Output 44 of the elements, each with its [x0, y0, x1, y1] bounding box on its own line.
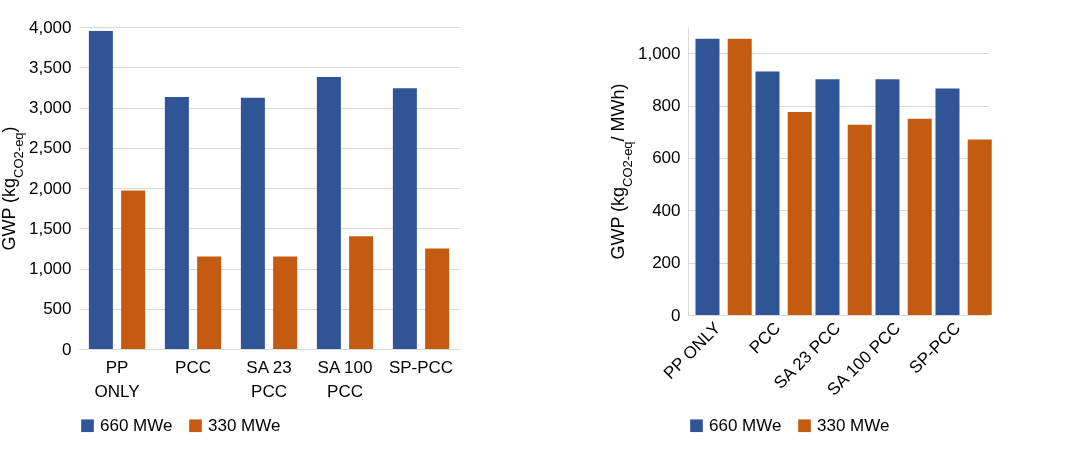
bar — [164, 97, 189, 349]
x-tick-label: SP-PCC — [388, 357, 454, 377]
bar — [815, 79, 840, 315]
y-tick-label: 4,000 — [28, 17, 72, 37]
bar — [273, 256, 298, 349]
y-tick-label: 600 — [652, 148, 681, 168]
legend-label: 330 MWe — [817, 415, 890, 435]
bar — [875, 79, 900, 315]
y-tick-label: 2,500 — [28, 138, 72, 158]
y-tick-label: 0 — [671, 305, 681, 325]
bar — [349, 236, 374, 349]
bar — [316, 76, 341, 349]
y-tick-label: 200 — [652, 253, 681, 273]
bar — [240, 97, 265, 349]
legend-label: 660 MWe — [100, 415, 173, 435]
bar — [907, 118, 932, 315]
bar — [847, 124, 872, 315]
y-tick-label: 3,500 — [28, 57, 72, 77]
bar — [425, 248, 450, 349]
x-tick-label: PCC — [175, 357, 211, 377]
bar — [787, 112, 812, 315]
bar — [695, 38, 720, 315]
y-tick-label: 400 — [652, 200, 681, 220]
bar — [121, 190, 146, 349]
y-tick-label: 2,000 — [28, 178, 72, 198]
y-tick-label: 800 — [652, 96, 681, 116]
x-tick-label: SA 23 PCC — [246, 357, 292, 401]
legend-label: 330 MWe — [208, 415, 281, 435]
bar — [967, 139, 992, 315]
legend-label: 660 MWe — [709, 415, 782, 435]
y-tick-label: 1,000 — [28, 259, 72, 278]
bar — [727, 38, 752, 315]
y-tick-label: 1,000 — [637, 43, 681, 63]
y-tick-label: 500 — [43, 299, 72, 319]
bar — [88, 31, 113, 349]
x-tick-label: PP ONLY — [94, 357, 140, 401]
y-tick-label: 1,500 — [28, 218, 72, 238]
x-tick-label: SA 100 PCC — [317, 357, 373, 401]
y-tick-label: 0 — [62, 339, 72, 359]
bar — [392, 88, 417, 349]
bar — [197, 256, 222, 349]
bar — [755, 71, 780, 315]
y-tick-label: 3,000 — [28, 98, 72, 117]
bar — [935, 88, 960, 315]
